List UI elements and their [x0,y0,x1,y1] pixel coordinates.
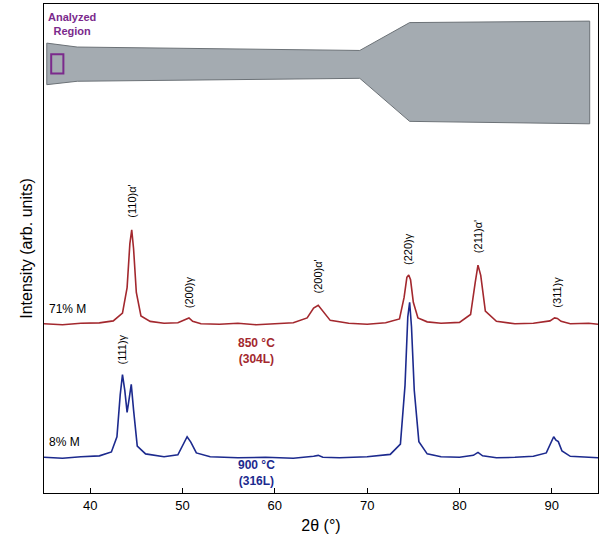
svg-text:AnalyzedRegion: AnalyzedRegion [48,11,96,37]
svg-text:8% M: 8% M [49,435,80,449]
svg-text:(200)γ: (200)γ [183,277,195,309]
svg-text:90: 90 [545,498,559,513]
svg-text:(311)γ: (311)γ [551,277,563,308]
svg-text:70: 70 [360,498,374,513]
svg-text:2θ (°): 2θ (°) [301,517,340,534]
svg-text:(111)γ: (111)γ [116,334,128,364]
svg-text:850 °C(304L): 850 °C(304L) [238,336,275,366]
svg-text:80: 80 [452,498,466,513]
svg-text:71% M: 71% M [49,302,86,316]
svg-text:(200)α': (200)α' [312,259,324,293]
svg-text:(211)α': (211)α' [472,220,484,253]
svg-text:40: 40 [83,498,97,513]
svg-text:60: 60 [268,498,282,513]
svg-text:(220)γ: (220)γ [402,233,414,265]
svg-text:900 °C(316L): 900 °C(316L) [238,458,275,488]
svg-text:Intensity (arb. units): Intensity (arb. units) [18,178,35,319]
svg-text:(110)α': (110)α' [126,184,138,217]
svg-text:50: 50 [175,498,189,513]
